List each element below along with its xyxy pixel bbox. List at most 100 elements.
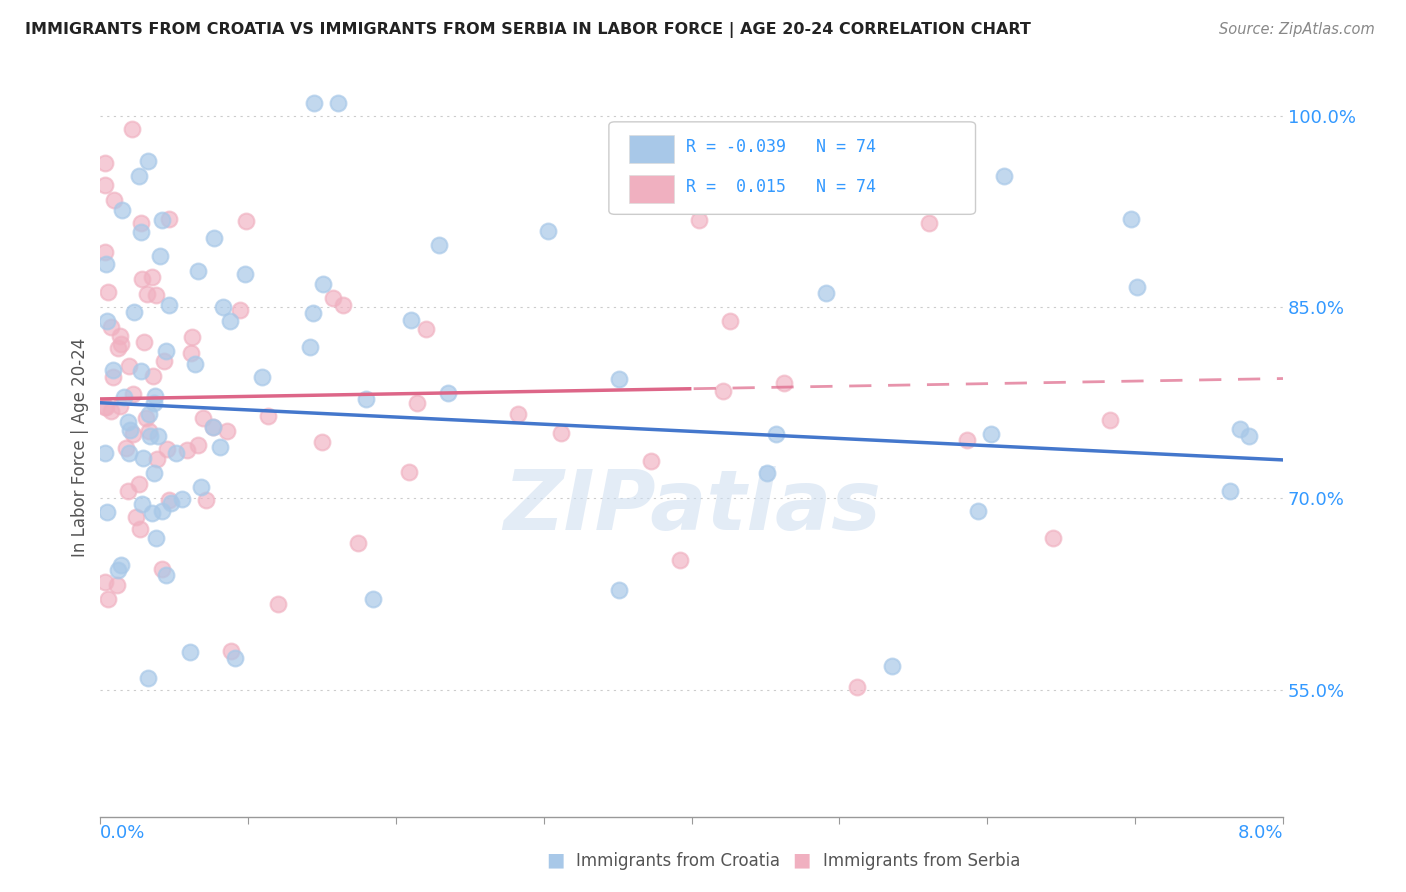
Point	[115, 442, 138, 456]
Point	[146, 429, 169, 443]
Point	[117, 484, 139, 499]
Point	[108, 329, 131, 343]
Point	[956, 434, 979, 448]
Point	[132, 451, 155, 466]
Point	[157, 212, 180, 227]
Point	[135, 411, 157, 425]
Text: ZIPatlas: ZIPatlas	[503, 467, 880, 547]
Point	[131, 225, 153, 239]
Point	[176, 443, 198, 458]
Point	[299, 341, 322, 355]
Point	[1042, 531, 1064, 545]
Point	[121, 122, 143, 136]
Text: 0.0%: 0.0%	[100, 824, 146, 842]
Text: ■: ■	[792, 851, 811, 870]
Point	[145, 531, 167, 545]
Point	[235, 214, 257, 228]
Point	[96, 314, 118, 328]
Point	[145, 287, 167, 301]
Point	[814, 285, 837, 300]
Point	[202, 231, 225, 245]
Text: ■: ■	[546, 851, 565, 870]
Point	[550, 425, 572, 440]
Point	[322, 291, 344, 305]
Point	[311, 434, 333, 449]
Point	[191, 410, 214, 425]
Point	[134, 335, 156, 350]
Point	[131, 272, 153, 286]
Point	[1119, 211, 1142, 226]
Point	[415, 322, 437, 336]
Point	[101, 362, 124, 376]
Point	[361, 592, 384, 607]
Point	[190, 480, 212, 494]
Point	[302, 306, 325, 320]
Text: Source: ZipAtlas.com: Source: ZipAtlas.com	[1219, 22, 1375, 37]
Point	[155, 343, 177, 358]
Point	[160, 496, 183, 510]
Point	[1239, 429, 1261, 443]
Point	[121, 426, 143, 441]
Point	[97, 591, 120, 606]
Point	[880, 658, 903, 673]
Point	[129, 522, 152, 536]
Point	[302, 95, 325, 110]
Point	[918, 216, 941, 230]
Point	[180, 346, 202, 360]
Point	[326, 95, 349, 110]
Point	[107, 563, 129, 577]
Point	[129, 364, 152, 378]
Text: Immigrants from Serbia: Immigrants from Serbia	[823, 852, 1019, 870]
Point	[103, 193, 125, 207]
Point	[405, 396, 427, 410]
Point	[156, 442, 179, 457]
Point	[141, 270, 163, 285]
Point	[157, 298, 180, 312]
Point	[1126, 280, 1149, 294]
Point	[155, 568, 177, 582]
Point	[250, 370, 273, 384]
Text: Immigrants from Croatia: Immigrants from Croatia	[576, 852, 780, 870]
Point	[165, 446, 187, 460]
Point	[180, 330, 202, 344]
Y-axis label: In Labor Force | Age 20-24: In Labor Force | Age 20-24	[72, 338, 89, 557]
Point	[94, 178, 117, 193]
Point	[356, 392, 378, 406]
Point	[122, 305, 145, 319]
Point	[711, 384, 734, 399]
Point	[150, 213, 173, 227]
Point	[111, 203, 134, 218]
Bar	[628, 175, 673, 202]
Point	[233, 267, 256, 281]
Point	[1229, 422, 1251, 436]
Point	[224, 650, 246, 665]
Point	[688, 213, 710, 227]
Text: 8.0%: 8.0%	[1237, 824, 1284, 842]
Point	[96, 505, 118, 519]
Point	[108, 400, 131, 414]
Point	[94, 245, 117, 260]
Point	[118, 446, 141, 460]
Point	[427, 238, 450, 252]
Point	[136, 671, 159, 685]
Text: R =  0.015   N = 74: R = 0.015 N = 74	[686, 178, 876, 196]
Text: IMMIGRANTS FROM CROATIA VS IMMIGRANTS FROM SERBIA IN LABOR FORCE | AGE 20-24 COR: IMMIGRANTS FROM CROATIA VS IMMIGRANTS FR…	[25, 22, 1031, 38]
Point	[846, 680, 869, 694]
Point	[96, 257, 118, 271]
Point	[607, 583, 630, 598]
Point	[131, 497, 153, 511]
Point	[718, 314, 741, 328]
Point	[212, 300, 235, 314]
Point	[105, 578, 128, 592]
Point	[399, 313, 422, 327]
Point	[756, 466, 779, 480]
Point	[228, 302, 250, 317]
Point	[267, 597, 290, 611]
Point	[257, 409, 280, 423]
Point	[772, 376, 794, 390]
Point	[138, 429, 160, 443]
Point	[146, 452, 169, 467]
Point	[157, 493, 180, 508]
Point	[110, 337, 132, 351]
Point	[101, 370, 124, 384]
